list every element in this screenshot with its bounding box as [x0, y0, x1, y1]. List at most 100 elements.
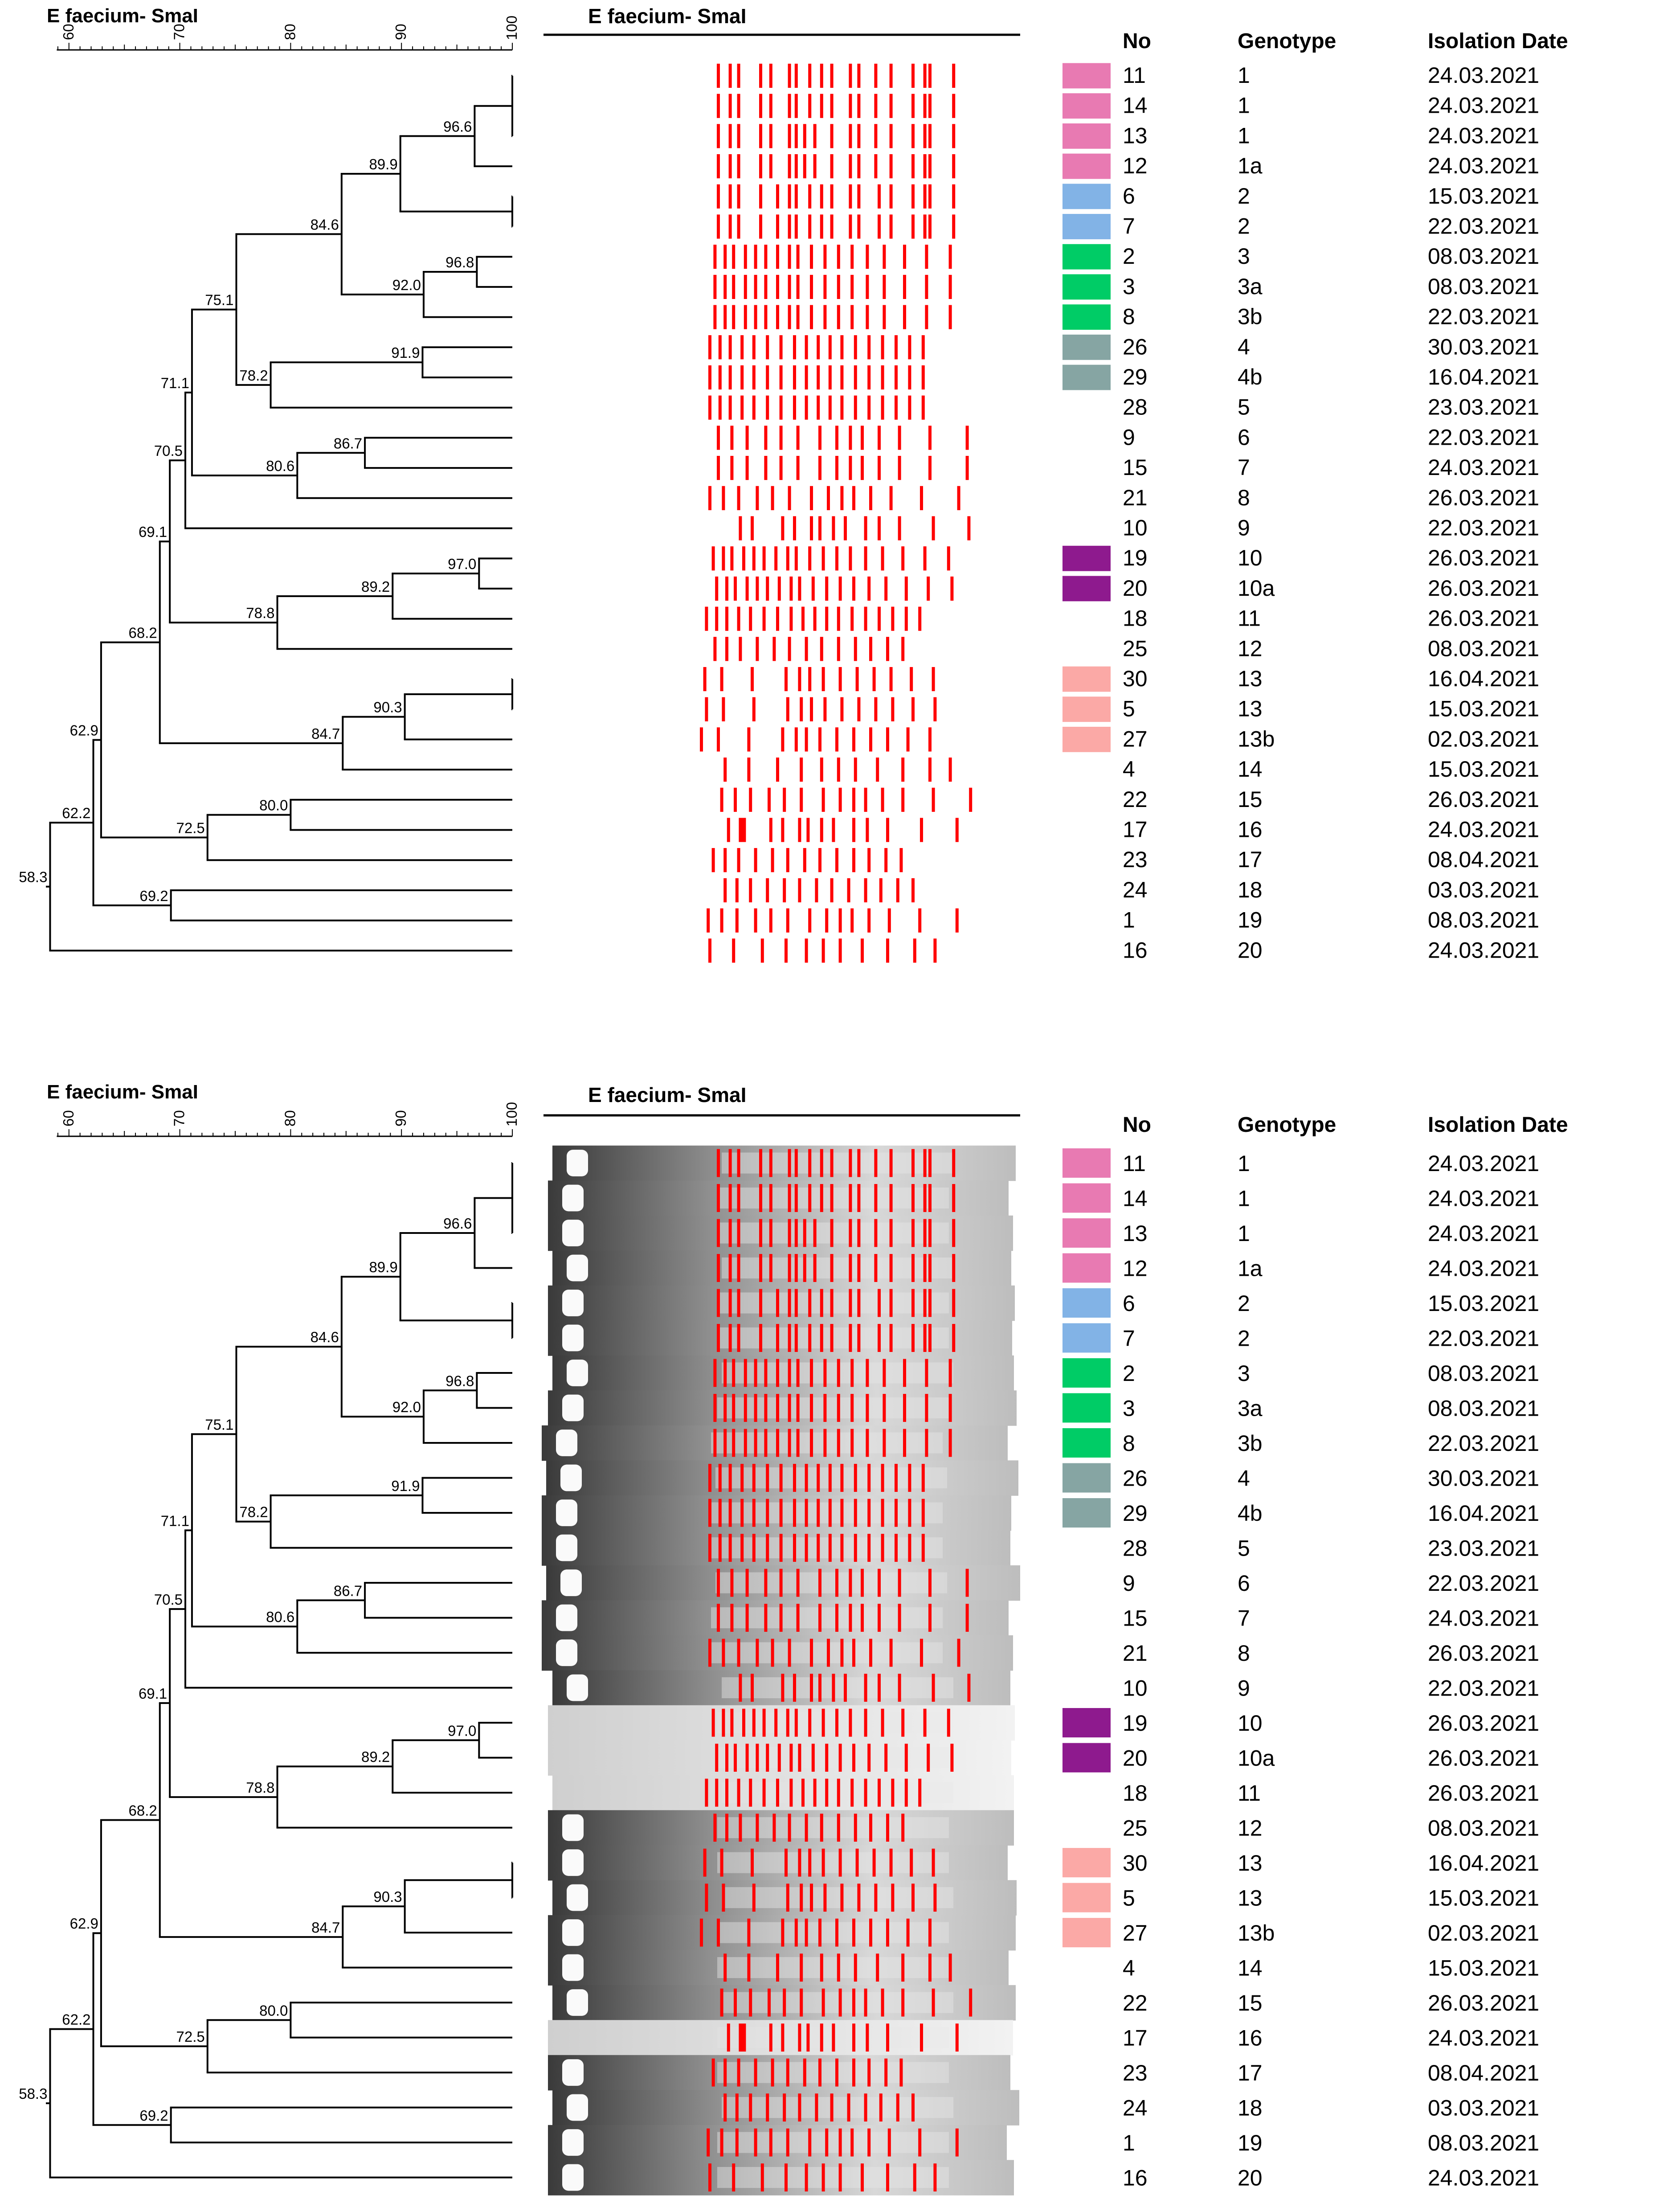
gel-band — [744, 1359, 747, 1387]
similarity-axis: 60 70 80 90 100 — [57, 1102, 520, 1137]
gel-band — [850, 1778, 854, 1807]
gel-band — [813, 154, 817, 179]
isolate-genotype: 18 — [1238, 2096, 1263, 2121]
gel-band — [867, 335, 871, 360]
gel-band — [830, 1149, 834, 1177]
gel-band — [788, 63, 791, 88]
gel-band — [764, 245, 768, 269]
gel-band — [752, 546, 756, 571]
gel-well-marker — [567, 2094, 588, 2121]
gel-band — [728, 154, 732, 179]
gel-band — [820, 1184, 823, 1212]
gel-band — [928, 94, 932, 118]
gel-band — [881, 1708, 884, 1737]
node-similarity-label: 96.8 — [445, 254, 474, 270]
header-isolation-date: Isolation Date — [1428, 1113, 1568, 1137]
gel-band — [732, 938, 736, 963]
node-similarity-label: 69.2 — [139, 888, 168, 904]
gel-band — [759, 154, 762, 179]
isolate-number: 3 — [1123, 274, 1135, 299]
isolation-date: 08.03.2021 — [1428, 1361, 1539, 1386]
isolate-number: 27 — [1123, 1921, 1148, 1946]
gel-band — [823, 1394, 827, 1422]
gel-band — [849, 456, 852, 480]
gel-band — [740, 335, 744, 360]
gel-band — [781, 516, 785, 541]
gel-lane-glow — [722, 1677, 953, 1699]
gel-band — [703, 667, 707, 692]
node-similarity-label: 69.1 — [139, 1685, 167, 1702]
gel-band — [857, 1254, 861, 1282]
gel-band — [805, 1534, 808, 1562]
gel-band — [776, 274, 779, 299]
gel-band — [788, 1324, 791, 1352]
gel-band — [878, 606, 881, 631]
node-similarity-label: 90.3 — [373, 1888, 402, 1905]
gel-band — [700, 727, 703, 752]
gel-band — [818, 456, 821, 480]
gel-band — [737, 94, 740, 118]
gel-band — [817, 365, 820, 390]
gel-well-marker — [562, 1394, 584, 1421]
gel-band — [708, 1534, 711, 1562]
gel-band — [717, 1149, 720, 1177]
gel-band — [717, 1289, 720, 1317]
gel-band — [947, 1708, 950, 1737]
isolation-date: 24.03.2021 — [1428, 2026, 1539, 2051]
gel-band — [813, 1254, 817, 1282]
gel-band — [794, 1918, 798, 1947]
isolation-date: 16.04.2021 — [1428, 1851, 1539, 1876]
gel-band — [881, 395, 884, 420]
node-similarity-label: 68.2 — [129, 1802, 157, 1819]
gel-band — [725, 606, 728, 631]
gel-band — [906, 1918, 910, 1947]
gel-band — [737, 154, 740, 179]
axis-tick-label: 100 — [503, 1102, 520, 1126]
gel-band — [884, 2058, 888, 2087]
gel-band — [754, 2128, 757, 2157]
gel-band — [857, 124, 861, 148]
gel-band — [800, 1954, 803, 1982]
gel-band — [769, 63, 772, 88]
gel-band — [821, 1988, 825, 2017]
node-similarity-label: 78.8 — [246, 1779, 274, 1796]
gel-band — [849, 426, 852, 450]
isolation-date: 24.03.2021 — [1428, 2166, 1539, 2191]
isolate-genotype: 1 — [1238, 1221, 1250, 1246]
isolation-date: 22.03.2021 — [1428, 1431, 1539, 1456]
genotype-color-swatch — [1062, 696, 1111, 722]
gel-band — [786, 1708, 789, 1737]
isolate-number: 7 — [1123, 214, 1135, 239]
gel-band — [823, 697, 827, 721]
gel-band — [810, 1359, 813, 1387]
gel-band — [830, 878, 834, 902]
node-similarity-label: 80.0 — [259, 797, 288, 814]
gel-band — [928, 184, 932, 209]
gel-band — [769, 2024, 772, 2052]
gel-band — [786, 2128, 789, 2157]
gel-band — [857, 1884, 861, 1912]
gel-band — [815, 878, 818, 902]
gel-band — [801, 1778, 805, 1807]
gel-band — [952, 154, 956, 179]
dendrogram-title: E faecium- SmaI — [47, 5, 198, 27]
gel-well-marker — [567, 1674, 588, 1701]
gel-band — [928, 1149, 932, 1177]
gel-band — [891, 697, 895, 721]
gel-band — [800, 758, 803, 782]
gel-band — [808, 1708, 812, 1737]
gel-band — [832, 2024, 835, 2052]
gel-band — [874, 124, 878, 148]
gel-band — [715, 1778, 719, 1807]
gel-band — [867, 1534, 871, 1562]
bottom-panel: E faecium- SmaI 60 70 80 90 100 96.6 89.9 96.8… — [19, 1081, 1568, 2196]
gel-band — [867, 2058, 871, 2087]
gel-band — [899, 2058, 903, 2087]
gel-band — [760, 938, 764, 963]
gel-band — [718, 365, 722, 390]
gel-band — [744, 305, 747, 329]
gel-band — [764, 1394, 768, 1422]
gel-band — [866, 274, 869, 299]
gel-band — [817, 1464, 820, 1492]
isolate-number: 11 — [1123, 63, 1146, 88]
